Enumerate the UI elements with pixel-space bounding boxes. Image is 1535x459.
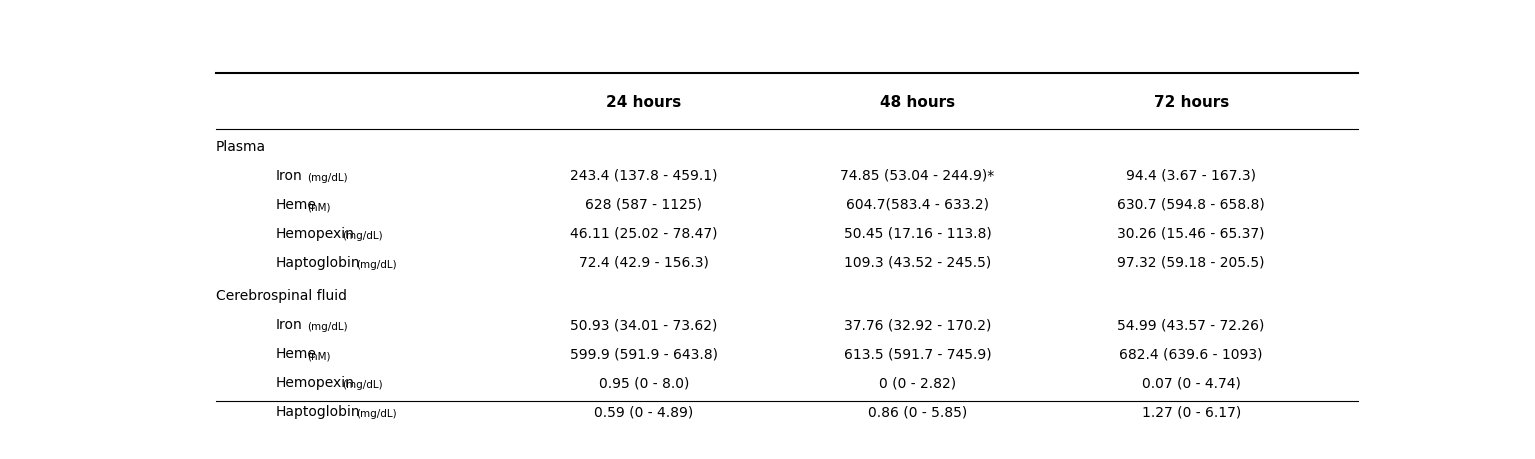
Text: Iron: Iron xyxy=(275,318,302,332)
Text: Heme: Heme xyxy=(275,347,316,361)
Text: 243.4 (137.8 - 459.1): 243.4 (137.8 - 459.1) xyxy=(569,169,718,183)
Text: 54.99 (43.57 - 72.26): 54.99 (43.57 - 72.26) xyxy=(1117,318,1265,332)
Text: Plasma: Plasma xyxy=(215,140,266,154)
Text: (mg/dL): (mg/dL) xyxy=(342,380,382,390)
Text: 50.93 (34.01 - 73.62): 50.93 (34.01 - 73.62) xyxy=(569,318,718,332)
Text: Haptoglobin: Haptoglobin xyxy=(275,405,359,419)
Text: 48 hours: 48 hours xyxy=(880,95,955,110)
Text: Cerebrospinal fluid: Cerebrospinal fluid xyxy=(215,289,347,303)
Text: (mg/dL): (mg/dL) xyxy=(342,231,382,241)
Text: (mg/dL): (mg/dL) xyxy=(307,322,348,332)
Text: Haptoglobin: Haptoglobin xyxy=(275,256,359,270)
Text: Hemopexin: Hemopexin xyxy=(275,227,355,241)
Text: 94.4 (3.67 - 167.3): 94.4 (3.67 - 167.3) xyxy=(1127,169,1256,183)
Text: (mg/dL): (mg/dL) xyxy=(307,173,348,183)
Text: 72.4 (42.9 - 156.3): 72.4 (42.9 - 156.3) xyxy=(579,256,709,270)
Text: 599.9 (591.9 - 643.8): 599.9 (591.9 - 643.8) xyxy=(569,347,718,361)
Text: (nM): (nM) xyxy=(307,202,332,212)
Text: 630.7 (594.8 - 658.8): 630.7 (594.8 - 658.8) xyxy=(1117,198,1265,212)
Text: 30.26 (15.46 - 65.37): 30.26 (15.46 - 65.37) xyxy=(1117,227,1265,241)
Text: 0.95 (0 - 8.0): 0.95 (0 - 8.0) xyxy=(599,376,689,390)
Text: (mg/dL): (mg/dL) xyxy=(356,260,396,270)
Text: 628 (587 - 1125): 628 (587 - 1125) xyxy=(585,198,703,212)
Text: 1.27 (0 - 6.17): 1.27 (0 - 6.17) xyxy=(1142,405,1240,419)
Text: 97.32 (59.18 - 205.5): 97.32 (59.18 - 205.5) xyxy=(1117,256,1265,270)
Text: 0.86 (0 - 5.85): 0.86 (0 - 5.85) xyxy=(867,405,967,419)
Text: 37.76 (32.92 - 170.2): 37.76 (32.92 - 170.2) xyxy=(844,318,992,332)
Text: (nM): (nM) xyxy=(307,351,332,361)
Text: Hemopexin: Hemopexin xyxy=(275,376,355,390)
Text: 72 hours: 72 hours xyxy=(1153,95,1230,110)
Text: 0.59 (0 - 4.89): 0.59 (0 - 4.89) xyxy=(594,405,694,419)
Text: Heme: Heme xyxy=(275,198,316,212)
Text: 50.45 (17.16 - 113.8): 50.45 (17.16 - 113.8) xyxy=(844,227,992,241)
Text: 109.3 (43.52 - 245.5): 109.3 (43.52 - 245.5) xyxy=(844,256,992,270)
Text: 0.07 (0 - 4.74): 0.07 (0 - 4.74) xyxy=(1142,376,1240,390)
Text: (mg/dL): (mg/dL) xyxy=(356,409,396,419)
Text: 604.7(583.4 - 633.2): 604.7(583.4 - 633.2) xyxy=(846,198,989,212)
Text: Iron: Iron xyxy=(275,169,302,183)
Text: 613.5 (591.7 - 745.9): 613.5 (591.7 - 745.9) xyxy=(844,347,992,361)
Text: 74.85 (53.04 - 244.9)*: 74.85 (53.04 - 244.9)* xyxy=(841,169,995,183)
Text: 24 hours: 24 hours xyxy=(606,95,682,110)
Text: 46.11 (25.02 - 78.47): 46.11 (25.02 - 78.47) xyxy=(569,227,718,241)
Text: 0 (0 - 2.82): 0 (0 - 2.82) xyxy=(880,376,956,390)
Text: 682.4 (639.6 - 1093): 682.4 (639.6 - 1093) xyxy=(1119,347,1263,361)
